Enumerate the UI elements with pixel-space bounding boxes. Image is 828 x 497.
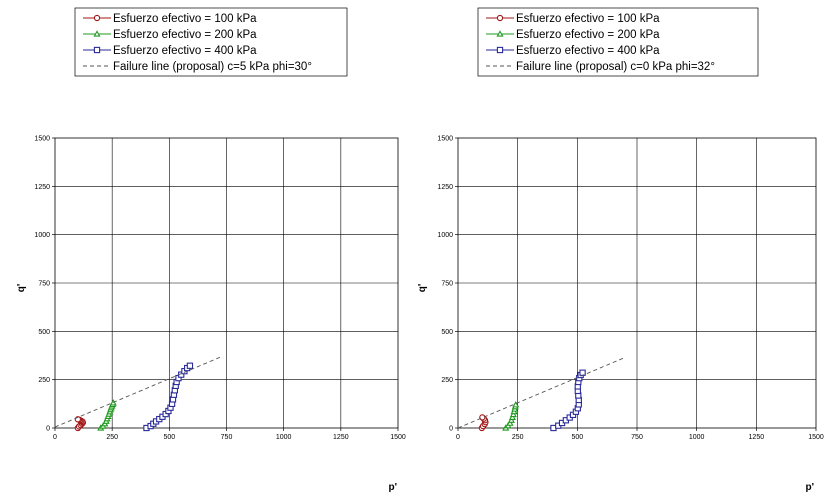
legend-entry: Esfuerzo efectivo = 400 kPa (516, 45, 660, 57)
series-4 (54, 356, 223, 428)
y-tick-label: 250 (441, 377, 453, 384)
series-3 (143, 362, 194, 432)
legend: Esfuerzo efectivo = 100 kPa Esfuerzo efec… (477, 7, 759, 77)
legend-marker (93, 14, 101, 22)
legend-marker (93, 30, 101, 37)
series-4 (457, 357, 626, 429)
series-1 (478, 414, 489, 432)
failure-line (457, 357, 626, 429)
legend-entry: Esfuerzo efectivo = 200 kPa (113, 29, 257, 41)
data-point (186, 362, 194, 369)
y-tick-label: 500 (38, 329, 50, 336)
grid (55, 138, 398, 428)
y-tick-label: 0 (449, 426, 453, 433)
y-tick-label: 750 (38, 281, 50, 288)
y-axis-label: q' (16, 284, 27, 293)
y-tick-label: 1500 (437, 136, 453, 143)
x-tick-label: 1250 (749, 434, 765, 441)
legend-entry: Esfuerzo efectivo = 100 kPa (516, 13, 660, 25)
grid (458, 138, 816, 428)
data-point (512, 401, 520, 408)
legend-entry: Failure line (proposal) c=0 kPa phi=32° (516, 61, 715, 73)
y-tick-label: 1250 (34, 184, 50, 191)
x-axis-label: p' (389, 482, 398, 493)
legend-marker (496, 30, 504, 37)
legend-marker (496, 46, 504, 54)
x-tick-label: 250 (106, 434, 118, 441)
chart-1: 0 250 500 750 1000 1250 1500 0 250 500 750 1000 1250… (16, 7, 406, 493)
x-tick-label: 1250 (333, 434, 349, 441)
y-tick-label: 0 (46, 426, 50, 433)
x-tick-label: 1000 (276, 434, 292, 441)
data-point (579, 369, 586, 376)
legend-box (74, 7, 348, 77)
y-tick-label: 1000 (34, 232, 50, 239)
data-point (509, 410, 517, 418)
y-tick-label: 750 (441, 281, 453, 288)
y-tick-label: 1000 (437, 232, 453, 239)
x-tick-label: 500 (163, 434, 175, 441)
legend-box (477, 7, 759, 77)
y-tick-label: 500 (441, 329, 453, 336)
chart-2: 0 250 500 750 1000 1250 1500 0 250 500 750 1000 1250… (417, 7, 824, 493)
data-point (506, 419, 514, 426)
legend: Esfuerzo efectivo = 100 kPa Esfuerzo efec… (74, 7, 348, 77)
x-tick-label: 750 (631, 434, 643, 441)
series-3 (550, 369, 586, 432)
x-tick-label: 1500 (808, 434, 824, 441)
y-axis-label: q' (417, 284, 428, 293)
legend-marker (93, 46, 101, 54)
series-2 (97, 399, 117, 431)
legend-entry: Failure line (proposal) c=5 kPa phi=30° (113, 61, 312, 73)
x-axis-label: p' (806, 482, 815, 493)
x-tick-label: 1500 (390, 434, 406, 441)
legend-entry: Esfuerzo efectivo = 100 kPa (113, 13, 257, 25)
x-tick-label: 500 (571, 434, 583, 441)
y-tick-label: 1500 (34, 136, 50, 143)
x-tick-label: 0 (53, 434, 57, 441)
x-tick-label: 250 (512, 434, 524, 441)
series-2 (502, 401, 520, 431)
x-tick-label: 1000 (689, 434, 705, 441)
failure-line (54, 356, 223, 428)
legend-entry: Esfuerzo efectivo = 400 kPa (113, 45, 257, 57)
legend-marker (496, 14, 504, 22)
series-1 (74, 416, 87, 432)
data-point (507, 416, 515, 423)
legend-entry: Esfuerzo efectivo = 200 kPa (516, 29, 660, 41)
y-tick-label: 250 (38, 377, 50, 384)
x-tick-label: 0 (456, 434, 460, 441)
data-point (508, 413, 516, 420)
x-tick-label: 750 (221, 434, 233, 441)
y-tick-label: 1250 (437, 184, 453, 191)
